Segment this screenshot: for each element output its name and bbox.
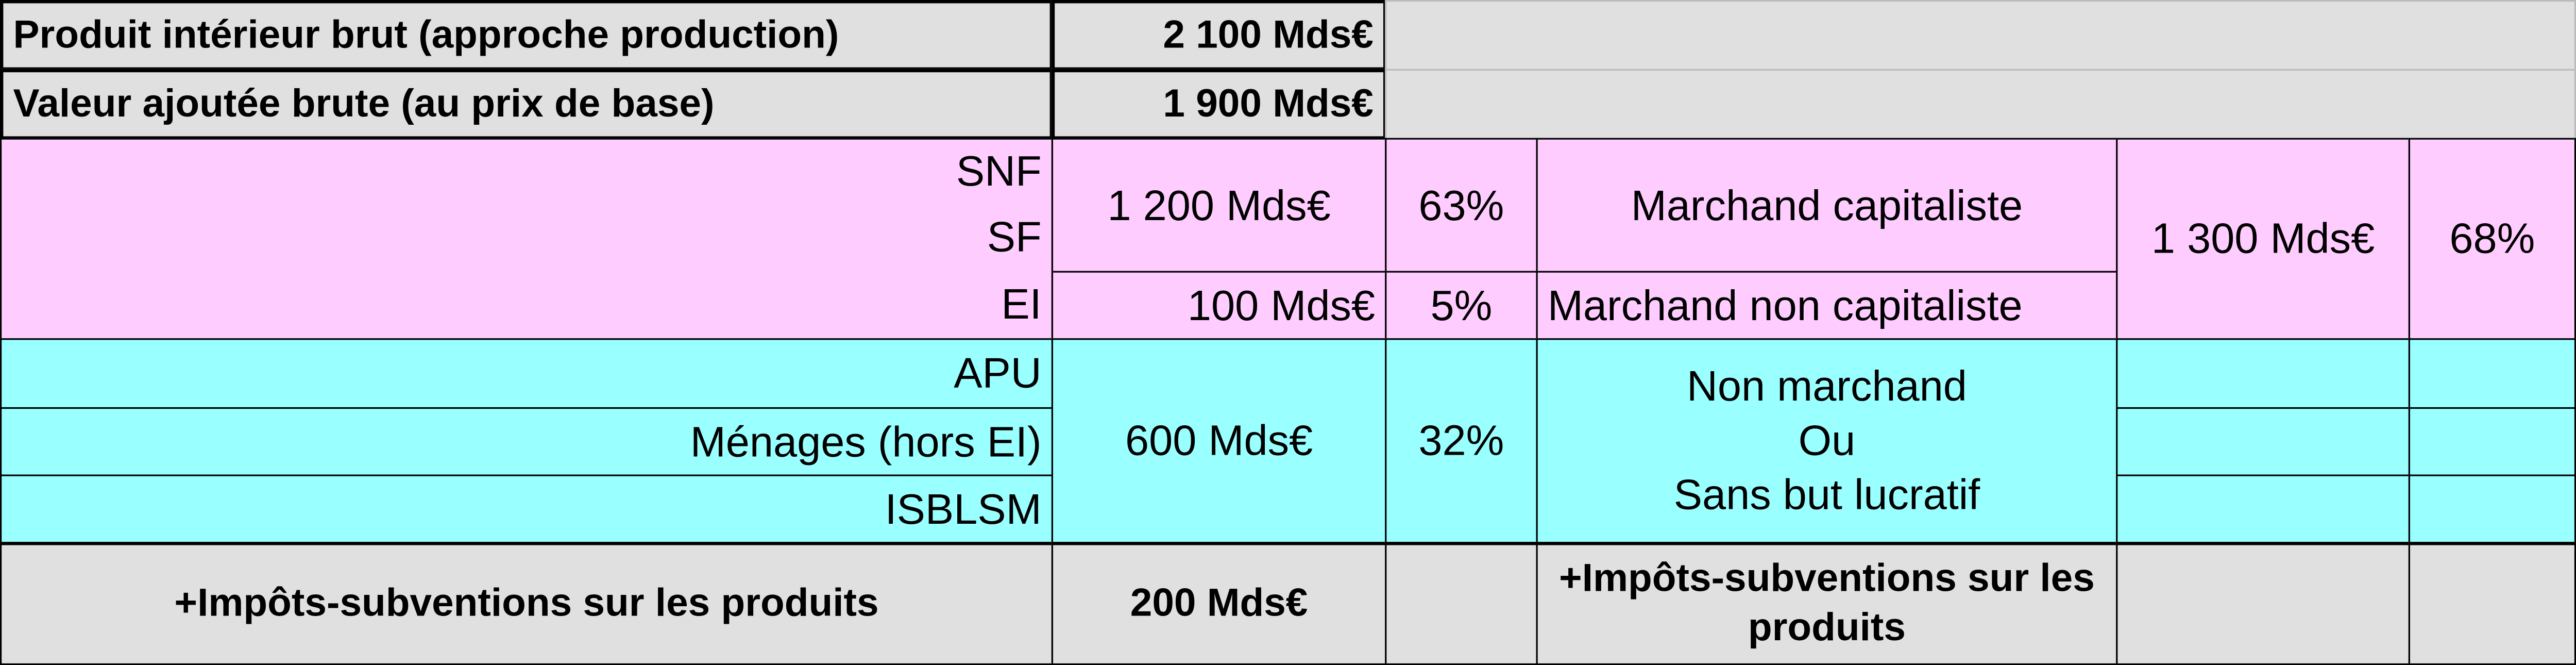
text-line: Ou [1798,415,1856,465]
cell: Produit intérieur brut (approche product… [0,0,1054,71]
cell: APU [0,338,1054,409]
cell [1385,542,1538,665]
cell [1385,0,2576,71]
cell [2116,407,2410,476]
cell [2116,474,2410,544]
cell: +Impôts-subventions sur les produits [0,542,1054,665]
text-line: Sans but lucratif [1673,469,1980,519]
cell: SNF [956,145,1042,195]
cell: 32% [1385,338,1538,544]
cell: ISBLSM [0,474,1054,544]
cell: 600 Mds€ [1051,338,1387,544]
cell: Valeur ajoutée brute (au prix de base) [0,69,1054,140]
cell: 1 900 Mds€ [1051,69,1387,140]
cell [2116,338,2410,409]
cell [2116,542,2410,665]
cell: 68% [2408,138,2576,340]
cell: 100 Mds€ [1051,271,1387,340]
cell: 63% [1385,138,1538,273]
cell: 1 200 Mds€ [1051,138,1387,273]
cell: 5% [1385,271,1538,340]
cell [2408,338,2576,409]
cell: Non marchand Ou Sans but lucratif [1536,338,2118,544]
cell: 2 100 Mds€ [1051,0,1387,71]
cell: EI [1001,279,1042,329]
text-line: Non marchand [1687,361,1967,411]
cell [1385,69,2576,140]
cell: 200 Mds€ [1051,542,1387,665]
cell [2408,542,2576,665]
cell: SF [987,212,1042,262]
cell [2408,474,2576,544]
cell [0,138,1054,340]
cell: Marchand non capitaliste [1536,271,2118,340]
cell: 1 300 Mds€ [2116,138,2410,340]
cell: Ménages (hors EI) [0,407,1054,476]
cell [2408,407,2576,476]
cell: +Impôts-subventions sur les produits [1536,542,2118,665]
cell: Marchand capitaliste [1536,138,2118,273]
